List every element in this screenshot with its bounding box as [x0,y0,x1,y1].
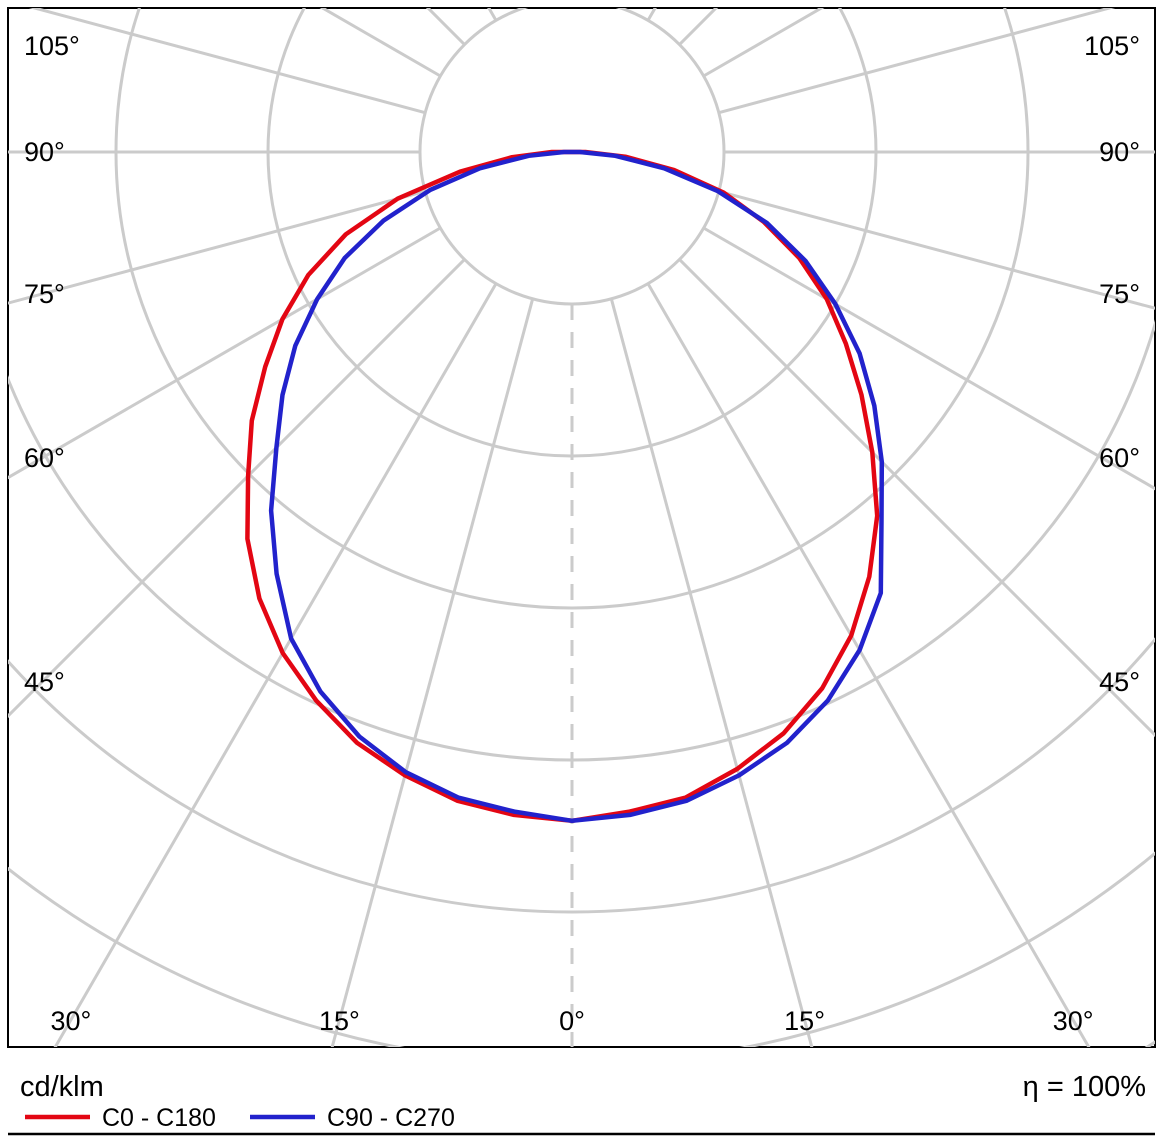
grid-radial-line [132,0,533,5]
grid-radial-line [53,282,498,1047]
curves [245,149,885,824]
angle-label: 45° [24,667,65,697]
angle-label: 75° [1099,279,1140,309]
angle-label: 60° [24,443,65,473]
light-output-ratio-label: η = 100% [1023,1071,1146,1103]
legend-label-c90-c270: C90 - C270 [327,1104,455,1132]
units-label: cd/klm [20,1071,104,1103]
grid-radial-line [611,0,1012,5]
grid-ring [8,636,1155,914]
grid-radial-line [718,189,1155,310]
grid-radial-line [718,8,1116,115]
angle-label: 75° [24,279,65,309]
plot-border [7,7,1156,1048]
angle-label: 60° [1099,443,1140,473]
angle-label: 30° [1053,1006,1094,1036]
grid-radial-line [330,298,535,1047]
angle-label: 105° [24,31,80,61]
grid-radial-line [28,8,426,115]
angle-label: 90° [24,137,65,167]
legend: cd/klm η = 100% C0 - C180 C90 - C270 [8,1071,1155,1136]
angle-label: 90° [1099,137,1140,167]
angle-labels: 105° 105° 90° 90° 75° 75° 60° 60° 45° 45° 30° 30° 15… [24,31,1140,1036]
grid-radial-line [678,258,1155,738]
grid-radial-line [8,226,442,480]
angle-label: 15° [319,1006,360,1036]
angle-label: 30° [50,1006,91,1036]
grid-radial-line [8,258,466,719]
grid-radial-line [646,282,1091,1047]
grid-radial-line [8,189,426,305]
grid-radial-line [702,226,1155,491]
angle-label: 0° [559,1006,585,1036]
grid-radial-line [609,298,814,1047]
angle-label: 45° [1099,667,1140,697]
curve-c90-c270 [268,149,885,824]
legend-label-c0-c180: C0 - C180 [102,1104,216,1132]
angle-label: 15° [784,1006,825,1036]
angle-label: 105° [1084,31,1140,61]
